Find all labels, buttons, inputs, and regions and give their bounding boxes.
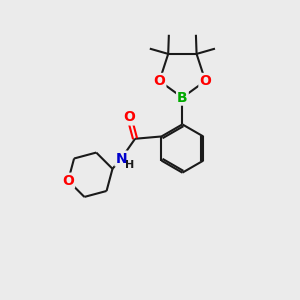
Text: B: B: [177, 91, 188, 105]
Text: H: H: [125, 160, 134, 170]
Text: O: O: [200, 74, 211, 88]
Text: O: O: [62, 174, 74, 188]
Text: N: N: [116, 152, 127, 166]
Text: O: O: [154, 74, 165, 88]
Text: O: O: [123, 110, 135, 124]
